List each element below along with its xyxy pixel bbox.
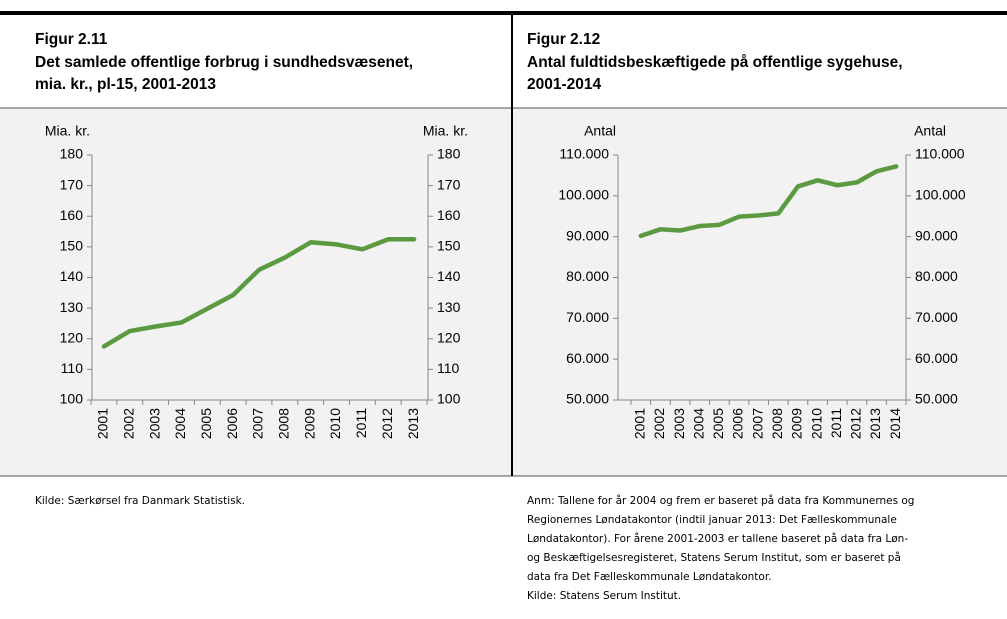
data-line [101, 236, 417, 349]
y-tick-label: 90.000 [566, 227, 609, 243]
y-tick-label: 110 [61, 360, 84, 376]
y2-tick-label: 110.000 [915, 146, 965, 162]
y2-tick-label: 140 [437, 268, 461, 284]
y2-tick-label: 100.000 [915, 187, 966, 203]
x-tick-label: 2010 [327, 408, 343, 439]
y2-tick-label: 100 [437, 391, 461, 407]
x-tick-label: 2014 [887, 408, 903, 439]
figure-number: Figur 2.11 [35, 31, 108, 48]
data-line [638, 164, 899, 239]
note: Løndatakontor). For årene 2001-2003 er t… [527, 532, 908, 545]
y-tick-label: 180 [60, 146, 84, 162]
y-axis-label: Antal [584, 123, 616, 139]
x-tick-label: 2005 [710, 408, 726, 439]
y-tick-label: 120 [60, 329, 84, 345]
y-tick-label: 140 [60, 268, 84, 284]
y2-tick-label: 70.000 [915, 309, 958, 325]
x-tick-label: 2004 [690, 408, 706, 439]
x-tick-label: 2011 [828, 408, 844, 438]
top-rule [0, 11, 1007, 15]
y2-tick-label: 160 [437, 207, 461, 223]
chart-background [0, 108, 1007, 476]
y-tick-label: 100 [60, 391, 84, 407]
x-tick-label: 2007 [250, 408, 266, 439]
x-tick-label: 2011 [353, 408, 369, 438]
y-tick-label: 70.000 [566, 309, 609, 325]
x-tick-label: 2010 [808, 408, 824, 439]
x-tick-label: 2008 [769, 408, 785, 439]
y-tick-label: 80.000 [566, 268, 609, 284]
x-tick-label: 2002 [120, 408, 136, 439]
chart-title: Det samlede offentlige forbrug i sundhed… [35, 54, 413, 71]
figure-number: Figur 2.12 [527, 31, 600, 48]
x-tick-label: 2003 [671, 408, 687, 439]
y-tick-label: 50.000 [566, 391, 609, 407]
y2-tick-label: 50.000 [915, 391, 958, 407]
x-tick-label: 2007 [749, 408, 765, 439]
x-tick-label: 2004 [172, 408, 188, 439]
y-axis-label: Mia. kr. [45, 123, 90, 139]
y2-tick-label: 170 [437, 176, 461, 192]
note: Anm: Tallene for år 2004 og frem er base… [527, 494, 914, 507]
y2-axis-label: Antal [914, 123, 946, 139]
chart-title: mia. kr., pl-15, 2001-2013 [35, 76, 216, 93]
x-tick-label: 2001 [632, 408, 648, 439]
note: data fra Det Fælleskommunale Løndatakont… [527, 571, 772, 583]
y2-tick-label: 90.000 [915, 227, 958, 243]
note: Kilde: Statens Serum Institut. [527, 590, 681, 602]
y2-tick-label: 130 [437, 299, 461, 315]
x-tick-label: 2013 [405, 408, 421, 439]
chart-title: Antal fuldtidsbeskæftigede på offentlige… [527, 54, 903, 71]
note: og Beskæftigelsesregisteret, Statens Ser… [527, 551, 901, 564]
y-tick-label: 60.000 [566, 350, 609, 366]
note: Kilde: Særkørsel fra Danmark Statistisk. [35, 495, 245, 507]
y2-tick-label: 180 [437, 146, 461, 162]
x-tick-label: 2008 [276, 408, 292, 439]
y2-axis-label: Mia. kr. [423, 123, 468, 139]
y2-tick-label: 150 [437, 238, 461, 254]
y2-tick-label: 120 [437, 329, 461, 345]
x-tick-label: 2013 [867, 408, 883, 439]
x-tick-label: 2006 [224, 408, 240, 439]
y2-tick-label: 110 [437, 360, 460, 376]
chart-title: 2001-2014 [527, 76, 602, 93]
y-tick-label: 160 [60, 207, 84, 223]
x-tick-label: 2009 [301, 408, 317, 439]
y2-tick-label: 80.000 [915, 268, 958, 284]
y-tick-label: 110.000 [559, 146, 609, 162]
x-tick-label: 2003 [146, 408, 162, 439]
y2-tick-label: 60.000 [915, 350, 958, 366]
y-tick-label: 170 [60, 176, 84, 192]
x-tick-label: 2005 [198, 408, 214, 439]
x-tick-label: 2012 [379, 408, 395, 439]
x-tick-label: 2012 [848, 408, 864, 439]
y-tick-label: 130 [60, 299, 84, 315]
y-tick-label: 150 [60, 238, 84, 254]
note: Regionernes Løndatakontor (indtil januar… [527, 514, 897, 526]
y-tick-label: 100.000 [558, 187, 609, 203]
x-tick-label: 2002 [651, 408, 667, 439]
x-tick-label: 2009 [789, 408, 805, 439]
x-tick-label: 2001 [95, 408, 111, 439]
x-tick-label: 2006 [730, 408, 746, 439]
